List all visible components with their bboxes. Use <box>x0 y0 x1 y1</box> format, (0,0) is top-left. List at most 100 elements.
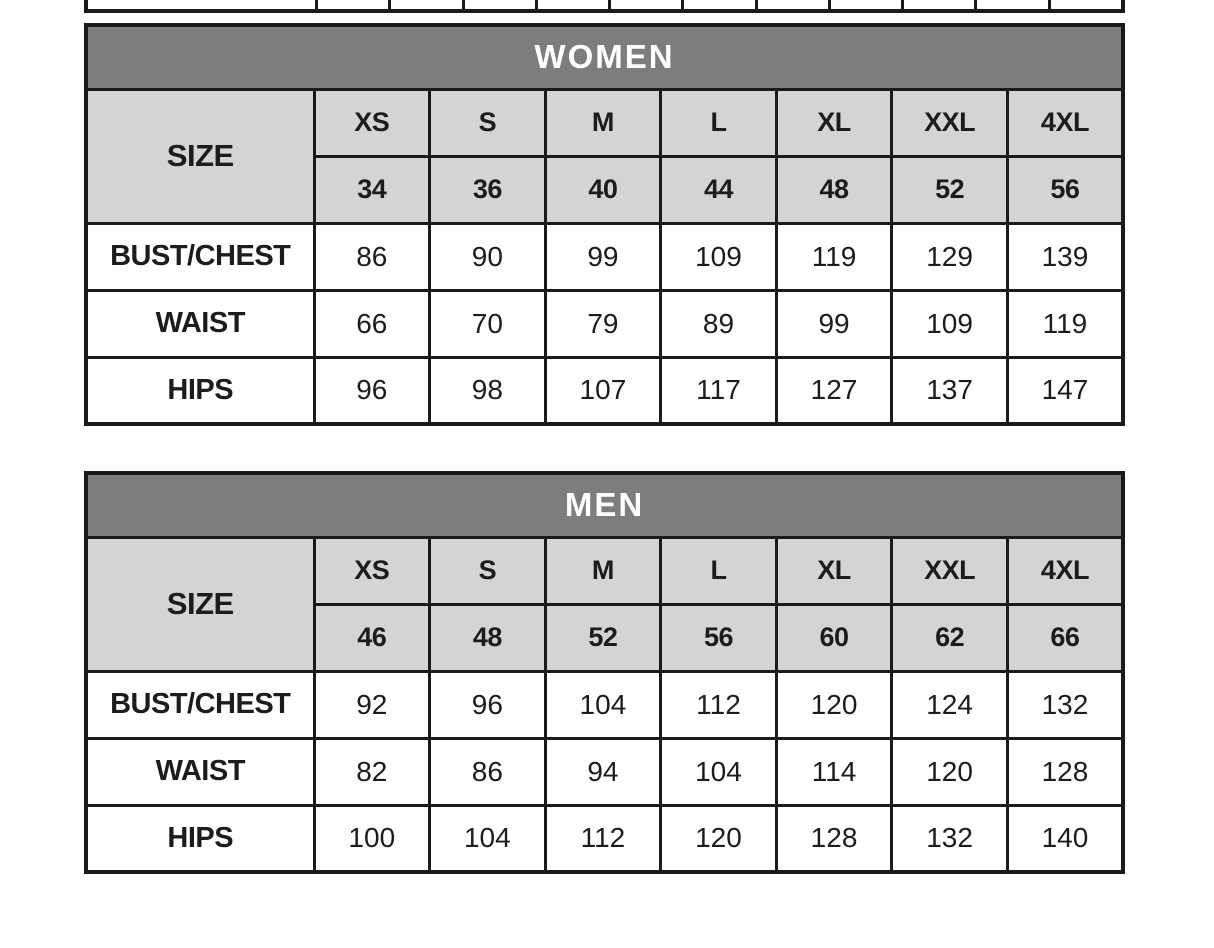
cropped-table-cell <box>904 0 978 9</box>
measure-value: 120 <box>890 736 1009 807</box>
men-size-header: SIZE <box>84 535 316 673</box>
measure-value: 90 <box>428 221 547 292</box>
women-size-chart: WOMEN SIZE XS S M L XL XXL 4XL 34 36 40 … <box>84 23 1125 426</box>
men-hips-row: HIPS 100 104 112 120 128 132 140 <box>84 803 1125 874</box>
cropped-table-cell <box>611 0 685 9</box>
cropped-table-cell <box>391 0 465 9</box>
men-title-row: MEN <box>84 471 1125 539</box>
men-size-name: XXL <box>890 535 1009 606</box>
measure-value: 109 <box>659 221 778 292</box>
women-size-number: 44 <box>659 154 778 225</box>
measure-value: 119 <box>1005 288 1125 359</box>
measure-value: 112 <box>543 803 663 874</box>
cropped-table-row <box>84 0 1125 13</box>
measure-value: 107 <box>543 355 663 426</box>
men-size-number: 56 <box>659 602 778 673</box>
measure-value: 89 <box>659 288 778 359</box>
measure-label: BUST/CHEST <box>84 669 316 740</box>
measure-label: WAIST <box>84 288 316 359</box>
measure-value: 147 <box>1005 355 1125 426</box>
measure-value: 82 <box>312 736 432 807</box>
measure-value: 119 <box>774 221 894 292</box>
measure-value: 92 <box>312 669 432 740</box>
women-size-name: S <box>428 87 547 158</box>
women-size-name: 4XL <box>1005 87 1125 158</box>
women-title-row: WOMEN <box>84 23 1125 91</box>
cropped-table-cell <box>537 0 612 9</box>
measure-value: 112 <box>659 669 778 740</box>
men-size-number: 52 <box>543 602 663 673</box>
women-size-name: XL <box>774 87 894 158</box>
men-size-number: 48 <box>428 602 547 673</box>
cropped-table-cell <box>318 0 392 9</box>
women-size-number: 52 <box>890 154 1009 225</box>
measure-value: 66 <box>312 288 432 359</box>
men-size-name-row: SIZE XS S M L XL XXL 4XL <box>84 535 1125 673</box>
men-size-name: XS <box>312 535 432 606</box>
measure-value: 96 <box>312 355 432 426</box>
women-size-number: 34 <box>312 154 432 225</box>
women-size-name: M <box>543 87 663 158</box>
men-table-title: MEN <box>84 471 1125 539</box>
measure-value: 99 <box>543 221 663 292</box>
measure-value: 104 <box>543 669 663 740</box>
measure-value: 114 <box>774 736 894 807</box>
measure-value: 99 <box>774 288 894 359</box>
cropped-table-cell <box>977 0 1051 9</box>
women-size-number-row: 34 36 40 44 48 52 56 <box>86 154 1125 225</box>
measure-value: 86 <box>428 736 547 807</box>
cropped-table-top <box>84 0 1125 13</box>
men-size-name: S <box>428 535 547 606</box>
measure-value: 128 <box>1005 736 1125 807</box>
measure-value: 86 <box>312 221 432 292</box>
measure-label: BUST/CHEST <box>84 221 316 292</box>
women-size-name: L <box>659 87 778 158</box>
cropped-table-cell <box>757 0 831 9</box>
measure-label: HIPS <box>84 355 316 426</box>
men-size-chart: MEN SIZE XS S M L XL XXL 4XL 46 48 52 56… <box>84 471 1125 874</box>
cropped-table-cell <box>1050 0 1121 9</box>
measure-value: 139 <box>1005 221 1125 292</box>
measure-value: 132 <box>1005 669 1125 740</box>
measure-value: 100 <box>312 803 432 874</box>
men-size-number: 66 <box>1005 602 1125 673</box>
measure-value: 117 <box>659 355 778 426</box>
measure-value: 94 <box>543 736 663 807</box>
men-bust-row: BUST/CHEST 92 96 104 112 120 124 132 <box>84 669 1125 740</box>
measure-value: 79 <box>543 288 663 359</box>
cropped-table-cell <box>684 0 758 9</box>
measure-value: 129 <box>890 221 1009 292</box>
men-size-name: XL <box>774 535 894 606</box>
women-size-number: 36 <box>428 154 547 225</box>
measure-value: 98 <box>428 355 547 426</box>
women-table-title: WOMEN <box>84 23 1125 91</box>
cropped-table-cell <box>464 0 538 9</box>
measure-value: 124 <box>890 669 1009 740</box>
measure-label: HIPS <box>84 803 316 874</box>
measure-value: 104 <box>428 803 547 874</box>
women-size-name-row: SIZE XS S M L XL XXL 4XL <box>84 87 1125 225</box>
measure-value: 109 <box>890 288 1009 359</box>
measure-value: 140 <box>1005 803 1125 874</box>
women-size-name: XS <box>312 87 432 158</box>
women-size-name: XXL <box>890 87 1009 158</box>
men-size-number: 60 <box>774 602 894 673</box>
women-size-number: 48 <box>774 154 894 225</box>
measure-value: 96 <box>428 669 547 740</box>
women-size-number: 56 <box>1005 154 1125 225</box>
measure-value: 128 <box>774 803 894 874</box>
men-size-number: 46 <box>312 602 432 673</box>
measure-value: 70 <box>428 288 547 359</box>
measure-value: 127 <box>774 355 894 426</box>
men-waist-row: WAIST 82 86 94 104 114 120 128 <box>84 736 1125 807</box>
measure-value: 120 <box>659 803 778 874</box>
cropped-table-cell <box>830 0 905 9</box>
men-size-number: 62 <box>890 602 1009 673</box>
women-waist-row: WAIST 66 70 79 89 99 109 119 <box>84 288 1125 359</box>
measure-value: 104 <box>659 736 778 807</box>
men-size-name: 4XL <box>1005 535 1125 606</box>
measure-value: 137 <box>890 355 1009 426</box>
women-size-header: SIZE <box>84 87 316 225</box>
women-hips-row: HIPS 96 98 107 117 127 137 147 <box>84 355 1125 426</box>
women-size-number: 40 <box>543 154 663 225</box>
